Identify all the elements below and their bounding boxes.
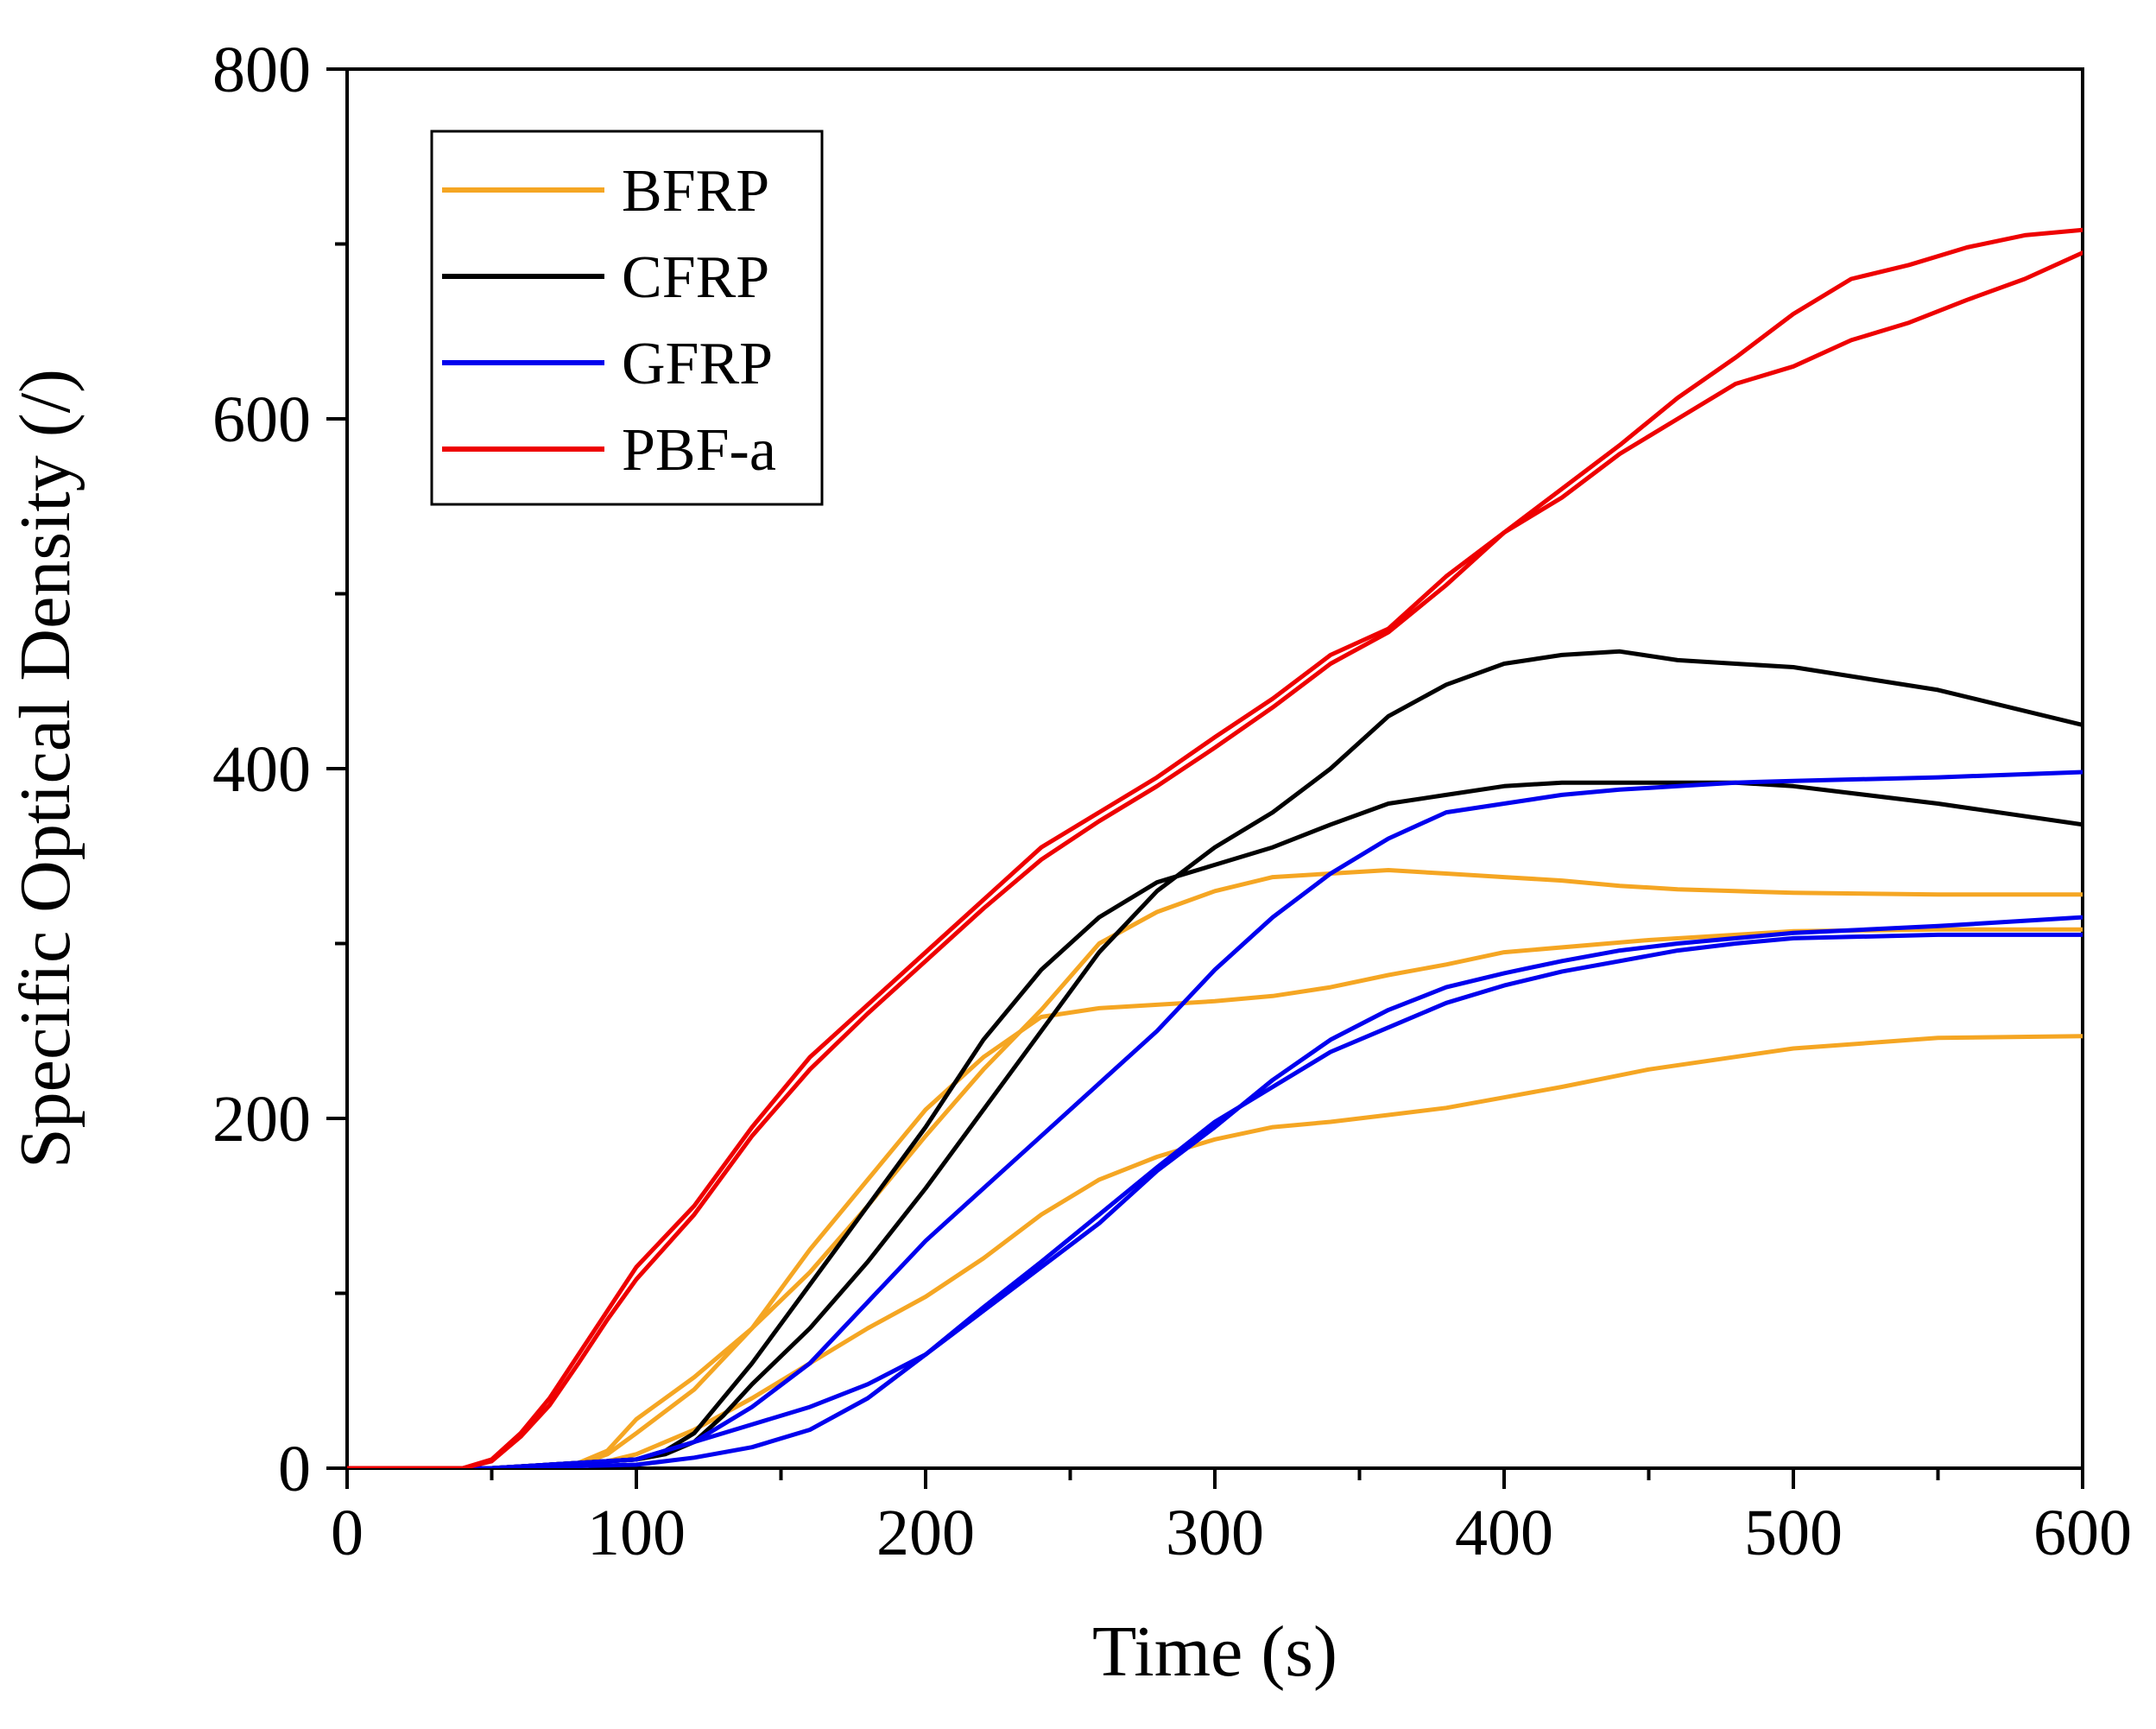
series-line-pbf-a-9: [347, 250, 2083, 1468]
legend-label-gfrp: GFRP: [622, 331, 773, 397]
series-line-bfrp-1: [347, 868, 2083, 1468]
series-line-cfrp-4: [347, 649, 2083, 1468]
legend: BFRP CFRP GFRP PBF-a: [430, 130, 824, 506]
series-line-gfrp-6: [347, 915, 2083, 1468]
x-axis-title: Time (s): [1092, 1612, 1337, 1692]
x-tick-label: 100: [587, 1497, 686, 1569]
y-tick-label: 0: [278, 1433, 311, 1505]
series-line-cfrp-3: [347, 780, 2083, 1468]
series-line-gfrp-7: [347, 932, 2083, 1468]
x-tick-label: 200: [876, 1497, 975, 1569]
y-tick-label: 200: [212, 1083, 311, 1156]
y-tick-label: 600: [212, 383, 311, 456]
series-layer: [347, 227, 2083, 1468]
x-tick-label: 400: [1455, 1497, 1553, 1569]
legend-label-bfrp: BFRP: [622, 158, 769, 225]
x-tick-label: 500: [1744, 1497, 1843, 1569]
series-line-bfrp-2: [347, 1034, 2083, 1468]
legend-label-pbf-a: PBF-a: [622, 417, 776, 484]
y-tick-label: 400: [212, 733, 311, 806]
legend-box: [430, 130, 824, 506]
axes-layer: 0 100 200 300 400 500 600 0 200 400 600 800: [212, 34, 2132, 1569]
series-line-gfrp-5: [347, 770, 2083, 1468]
series-line-pbf-a-8: [347, 227, 2083, 1468]
series-line-bfrp-0: [347, 927, 2083, 1468]
x-tick-label: 300: [1166, 1497, 1264, 1569]
y-axis-title: Specific Optical Density (/): [5, 369, 85, 1168]
y-tick-label: 800: [212, 34, 311, 106]
x-tick-label: 0: [331, 1497, 364, 1569]
legend-label-cfrp: CFRP: [622, 244, 769, 311]
x-tick-label: 600: [2033, 1497, 2132, 1569]
